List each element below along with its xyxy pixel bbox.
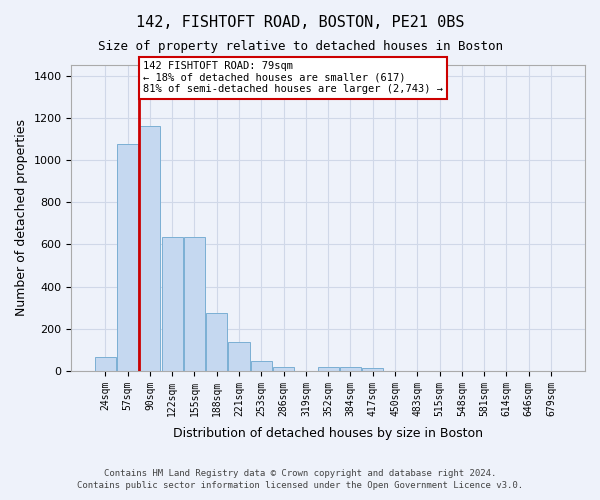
Bar (184, 237, 205, 371)
Bar (273, 366, 294, 371)
Text: 142 FISHTOFT ROAD: 79sqm
← 18% of detached houses are smaller (617)
81% of semi-: 142 FISHTOFT ROAD: 79sqm ← 18% of detach… (143, 61, 443, 94)
Bar (251, 362, 272, 371)
Text: Contains HM Land Registry data © Crown copyright and database right 2024.
Contai: Contains HM Land Registry data © Crown c… (77, 468, 523, 490)
Bar (229, 342, 250, 371)
X-axis label: Distribution of detached houses by size in Boston: Distribution of detached houses by size … (173, 427, 483, 440)
Bar (340, 366, 361, 371)
Text: 142, FISHTOFT ROAD, BOSTON, PE21 0BS: 142, FISHTOFT ROAD, BOSTON, PE21 0BS (136, 15, 464, 30)
Bar (95, 357, 116, 371)
Bar (206, 313, 227, 371)
Y-axis label: Number of detached properties: Number of detached properties (15, 120, 28, 316)
Bar (161, 237, 183, 371)
Text: Size of property relative to detached houses in Boston: Size of property relative to detached ho… (97, 40, 503, 53)
Bar (117, 144, 138, 371)
Bar (139, 126, 160, 371)
Bar (362, 368, 383, 371)
Bar (317, 366, 339, 371)
